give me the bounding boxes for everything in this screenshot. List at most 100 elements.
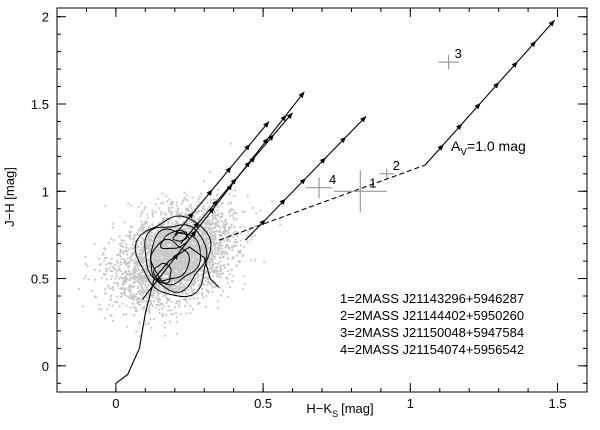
field-star <box>209 229 212 232</box>
field-star <box>213 246 217 249</box>
ctts-locus <box>218 164 426 241</box>
field-star <box>230 268 233 271</box>
field-star <box>231 213 234 216</box>
field-star <box>141 251 145 254</box>
field-star <box>98 303 101 306</box>
field-star <box>203 180 206 183</box>
field-star <box>263 260 266 263</box>
field-star <box>138 320 141 323</box>
field-star <box>208 246 211 249</box>
field-star <box>153 233 156 236</box>
density-contour <box>159 229 190 250</box>
field-star <box>223 266 227 269</box>
field-star <box>131 247 134 250</box>
field-star <box>207 290 210 293</box>
field-star <box>206 262 209 265</box>
field-star <box>208 263 211 266</box>
field-star <box>171 288 174 291</box>
field-star <box>204 280 207 283</box>
field-star <box>235 212 238 215</box>
av-step-arrow <box>172 253 179 260</box>
field-star <box>122 261 126 264</box>
field-star <box>116 284 119 287</box>
field-star <box>151 223 154 226</box>
field-star <box>254 224 257 227</box>
field-star <box>211 217 214 220</box>
field-star <box>144 323 147 326</box>
field-star <box>231 280 234 283</box>
field-star <box>139 214 142 217</box>
field-star <box>185 198 188 201</box>
field-star <box>171 263 174 266</box>
field-star <box>165 249 168 252</box>
field-star <box>86 265 89 268</box>
field-star <box>142 308 145 311</box>
field-star <box>227 295 230 298</box>
field-star <box>172 270 175 273</box>
field-star <box>202 236 205 239</box>
field-star <box>160 213 163 216</box>
field-star <box>205 244 208 247</box>
field-star <box>121 277 124 280</box>
field-star <box>213 242 216 245</box>
field-star <box>140 280 143 283</box>
field-star <box>170 213 173 216</box>
field-star <box>102 260 106 263</box>
field-star <box>226 270 230 273</box>
field-star <box>172 223 175 226</box>
field-star <box>134 260 137 263</box>
field-star <box>142 241 145 244</box>
field-star <box>145 222 148 225</box>
field-star <box>156 241 159 244</box>
field-star <box>113 263 116 266</box>
field-star <box>124 312 128 316</box>
field-star <box>194 254 197 257</box>
field-star <box>259 209 262 212</box>
field-star <box>160 237 163 240</box>
field-star <box>190 252 194 256</box>
field-star <box>138 296 141 299</box>
field-star <box>229 202 232 205</box>
field-star <box>116 253 119 257</box>
field-star <box>110 237 113 240</box>
field-star <box>104 292 107 295</box>
field-star <box>147 246 150 249</box>
field-star <box>217 244 220 247</box>
field-star <box>185 208 188 212</box>
field-star <box>152 293 155 297</box>
field-star <box>104 288 107 291</box>
field-star <box>153 317 156 321</box>
field-star <box>166 309 170 312</box>
field-star <box>188 221 192 224</box>
field-star <box>104 204 107 207</box>
field-star <box>134 266 137 269</box>
field-star <box>228 239 231 243</box>
field-star <box>122 287 125 290</box>
field-star <box>162 249 165 253</box>
field-star <box>192 279 195 282</box>
field-star <box>162 287 165 290</box>
field-star <box>171 221 174 224</box>
field-star <box>186 292 189 295</box>
field-star <box>179 313 182 316</box>
field-star <box>184 257 187 260</box>
field-star <box>77 287 81 291</box>
field-star <box>201 247 204 250</box>
field-star <box>208 205 211 209</box>
field-star <box>164 290 167 293</box>
field-star <box>141 294 144 298</box>
labelled-sources: 1 2 3 4 <box>305 46 462 213</box>
field-star <box>189 258 192 261</box>
field-star <box>125 270 128 273</box>
field-star <box>173 233 176 236</box>
field-star <box>156 229 159 232</box>
field-star <box>147 322 150 325</box>
field-star <box>232 235 235 238</box>
field-star <box>105 270 108 273</box>
field-star <box>120 263 123 266</box>
av-step-arrow <box>208 207 215 214</box>
field-star <box>166 200 169 203</box>
field-star <box>212 198 215 201</box>
field-star <box>241 210 244 213</box>
field-star <box>140 270 143 273</box>
